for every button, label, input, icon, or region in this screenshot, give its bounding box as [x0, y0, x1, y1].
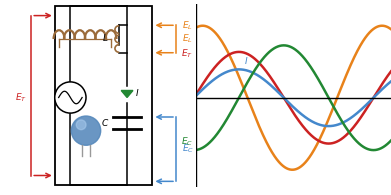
- FancyBboxPatch shape: [55, 6, 152, 185]
- Polygon shape: [121, 90, 133, 98]
- Text: $E_L$: $E_L$: [182, 33, 193, 45]
- Text: $I$: $I$: [135, 87, 139, 98]
- Text: $L$: $L$: [102, 32, 109, 43]
- Text: $I$: $I$: [244, 55, 248, 66]
- Text: $E_T$: $E_T$: [15, 91, 27, 104]
- Circle shape: [76, 120, 86, 130]
- Circle shape: [55, 82, 86, 113]
- Text: $C$: $C$: [101, 117, 110, 128]
- Text: $E_T$: $E_T$: [181, 48, 193, 60]
- Text: $E_C$: $E_C$: [182, 143, 194, 155]
- Text: $E_L$: $E_L$: [182, 20, 193, 32]
- Circle shape: [72, 116, 101, 145]
- Text: $E_C$: $E_C$: [181, 136, 193, 149]
